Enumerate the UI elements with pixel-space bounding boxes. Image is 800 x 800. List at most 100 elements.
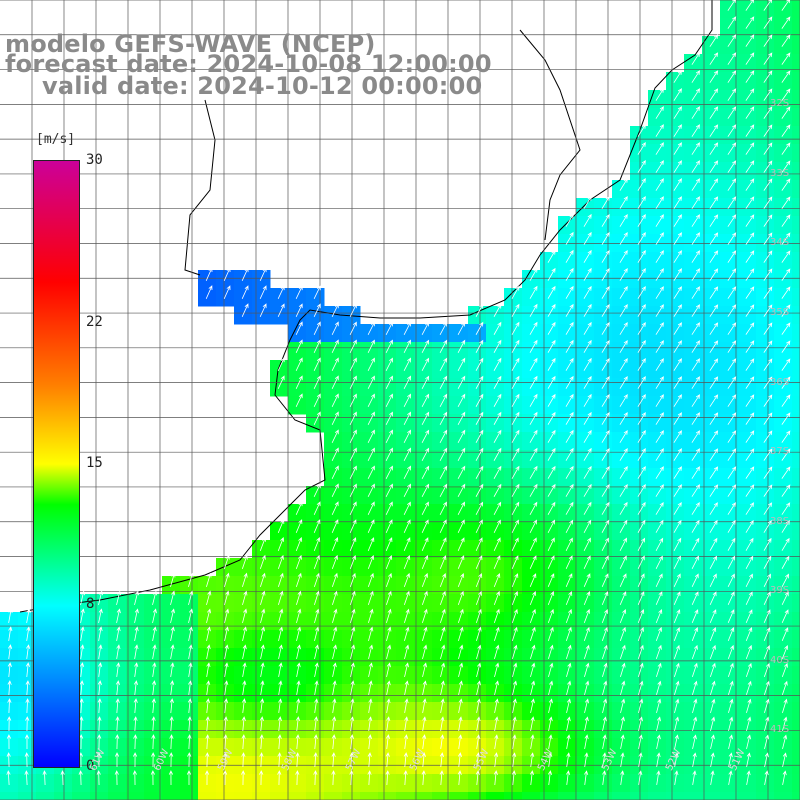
wind-arrow (691, 448, 701, 461)
wind-arrow (475, 770, 480, 786)
wind-arrow (7, 680, 12, 696)
wind-arrow (494, 644, 500, 660)
wind-arrow (655, 160, 664, 173)
wind-arrow (403, 357, 411, 371)
wind-arrow (475, 752, 481, 768)
wind-arrow (421, 321, 430, 335)
wind-arrow (457, 501, 465, 515)
wind-arrow (511, 608, 518, 624)
land-mass (19, 0, 713, 613)
wind-arrow (655, 644, 662, 660)
wind-arrow (547, 770, 553, 786)
wind-speed-cell (792, 72, 800, 91)
wind-arrow (673, 106, 682, 119)
wind-arrow (727, 286, 737, 299)
wind-arrow (673, 340, 682, 353)
wind-arrow (673, 268, 682, 281)
wind-arrow (439, 590, 446, 606)
wind-arrow (170, 626, 175, 642)
wind-arrow (116, 590, 122, 606)
wind-arrow (709, 484, 719, 497)
wind-arrow (781, 178, 791, 191)
wind-arrow (673, 286, 682, 299)
wind-arrow (691, 160, 701, 173)
wind-arrow (601, 321, 610, 335)
wind-arrow (421, 339, 430, 353)
wind-speed-cell (792, 324, 800, 343)
wind-arrow (763, 412, 773, 425)
wind-arrow (367, 447, 375, 461)
wind-arrow (314, 662, 319, 678)
wind-arrow (80, 626, 85, 642)
wind-arrow (511, 303, 520, 317)
wind-arrow (601, 303, 610, 317)
wind-arrow (494, 698, 499, 714)
wind-arrow (566, 734, 571, 750)
wind-arrow (332, 680, 337, 696)
wind-arrow (727, 358, 737, 371)
wind-arrow (367, 465, 375, 479)
wind-arrow (223, 554, 230, 570)
wind-arrow (673, 412, 682, 425)
wind-arrow (727, 519, 736, 533)
wind-arrow (781, 88, 791, 101)
wind-speed-cell (792, 198, 800, 217)
wind-arrow (385, 429, 393, 443)
wind-arrow (295, 339, 303, 353)
wind-arrow (709, 70, 719, 83)
wind-arrow (314, 626, 320, 642)
wind-arrow (745, 412, 755, 425)
wind-arrow (277, 572, 284, 588)
wind-arrow (295, 734, 300, 750)
wind-arrow (439, 608, 446, 624)
wind-speed-cell (648, 792, 667, 800)
wind-arrow (637, 358, 646, 371)
wind-arrow (493, 411, 502, 425)
wind-arrow (421, 357, 430, 371)
wind-arrow (494, 680, 500, 696)
wind-arrow (709, 322, 719, 335)
wind-arrow (763, 520, 772, 533)
wind-arrow (475, 590, 482, 606)
wind-arrow (584, 734, 589, 750)
wind-arrow (367, 393, 375, 407)
wind-arrow (7, 644, 13, 660)
wind-arrow (745, 484, 755, 497)
wind-arrow (169, 698, 174, 714)
wind-arrow (115, 698, 120, 714)
wind-arrow (313, 483, 321, 497)
wind-arrow (565, 267, 574, 281)
wind-arrow (224, 680, 229, 696)
wind-arrow (691, 519, 700, 533)
wind-arrow (781, 430, 791, 443)
wind-arrow (763, 555, 772, 569)
wind-speed-cell (792, 360, 800, 379)
wind-arrow (404, 644, 410, 660)
wind-arrow (583, 591, 591, 606)
wind-arrow (619, 250, 628, 263)
wind-arrow (475, 465, 484, 479)
wind-arrow (637, 537, 646, 551)
wind-arrow (403, 375, 411, 389)
wind-arrow (188, 590, 194, 606)
wind-arrow (745, 214, 755, 227)
wind-arrow (692, 752, 697, 768)
wind-arrow (583, 393, 592, 407)
wind-speed-cell (666, 792, 685, 800)
wind-arrow (602, 716, 607, 732)
wind-arrow (655, 250, 664, 263)
wind-arrow (601, 249, 610, 263)
wind-arrow (115, 734, 120, 750)
wind-arrow (475, 608, 482, 624)
wind-arrow (673, 662, 680, 678)
wind-arrow (332, 590, 338, 606)
wind-arrow (601, 285, 610, 299)
wind-arrow (601, 483, 610, 497)
wind-arrow (368, 662, 373, 678)
wind-arrow (547, 519, 556, 533)
wind-arrow (709, 376, 719, 389)
wind-arrow (637, 448, 646, 461)
wind-arrow (421, 465, 430, 479)
wind-arrow (295, 519, 303, 533)
wind-arrow (781, 322, 791, 335)
